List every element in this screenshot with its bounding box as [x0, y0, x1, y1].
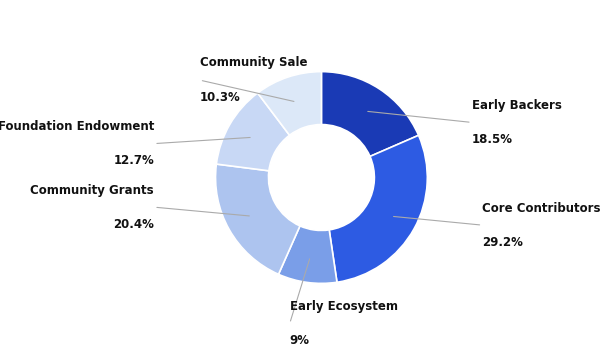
Wedge shape	[215, 164, 300, 274]
Text: Foundation Endowment: Foundation Endowment	[0, 120, 154, 133]
Wedge shape	[322, 72, 419, 157]
Wedge shape	[278, 226, 337, 283]
Text: Community Grants: Community Grants	[31, 184, 154, 197]
Text: 9%: 9%	[290, 334, 310, 347]
Wedge shape	[217, 93, 290, 171]
Text: 29.2%: 29.2%	[482, 236, 523, 249]
Wedge shape	[329, 135, 427, 282]
Text: 18.5%: 18.5%	[472, 133, 513, 146]
Text: 20.4%: 20.4%	[113, 218, 154, 231]
Text: 10.3%: 10.3%	[200, 91, 241, 104]
Text: Core Contributors: Core Contributors	[482, 202, 600, 214]
Text: Early Ecosystem: Early Ecosystem	[290, 300, 398, 313]
Text: Community Sale: Community Sale	[200, 56, 307, 70]
Text: 12.7%: 12.7%	[113, 154, 154, 167]
Wedge shape	[257, 72, 322, 135]
Text: Early Backers: Early Backers	[472, 99, 562, 112]
